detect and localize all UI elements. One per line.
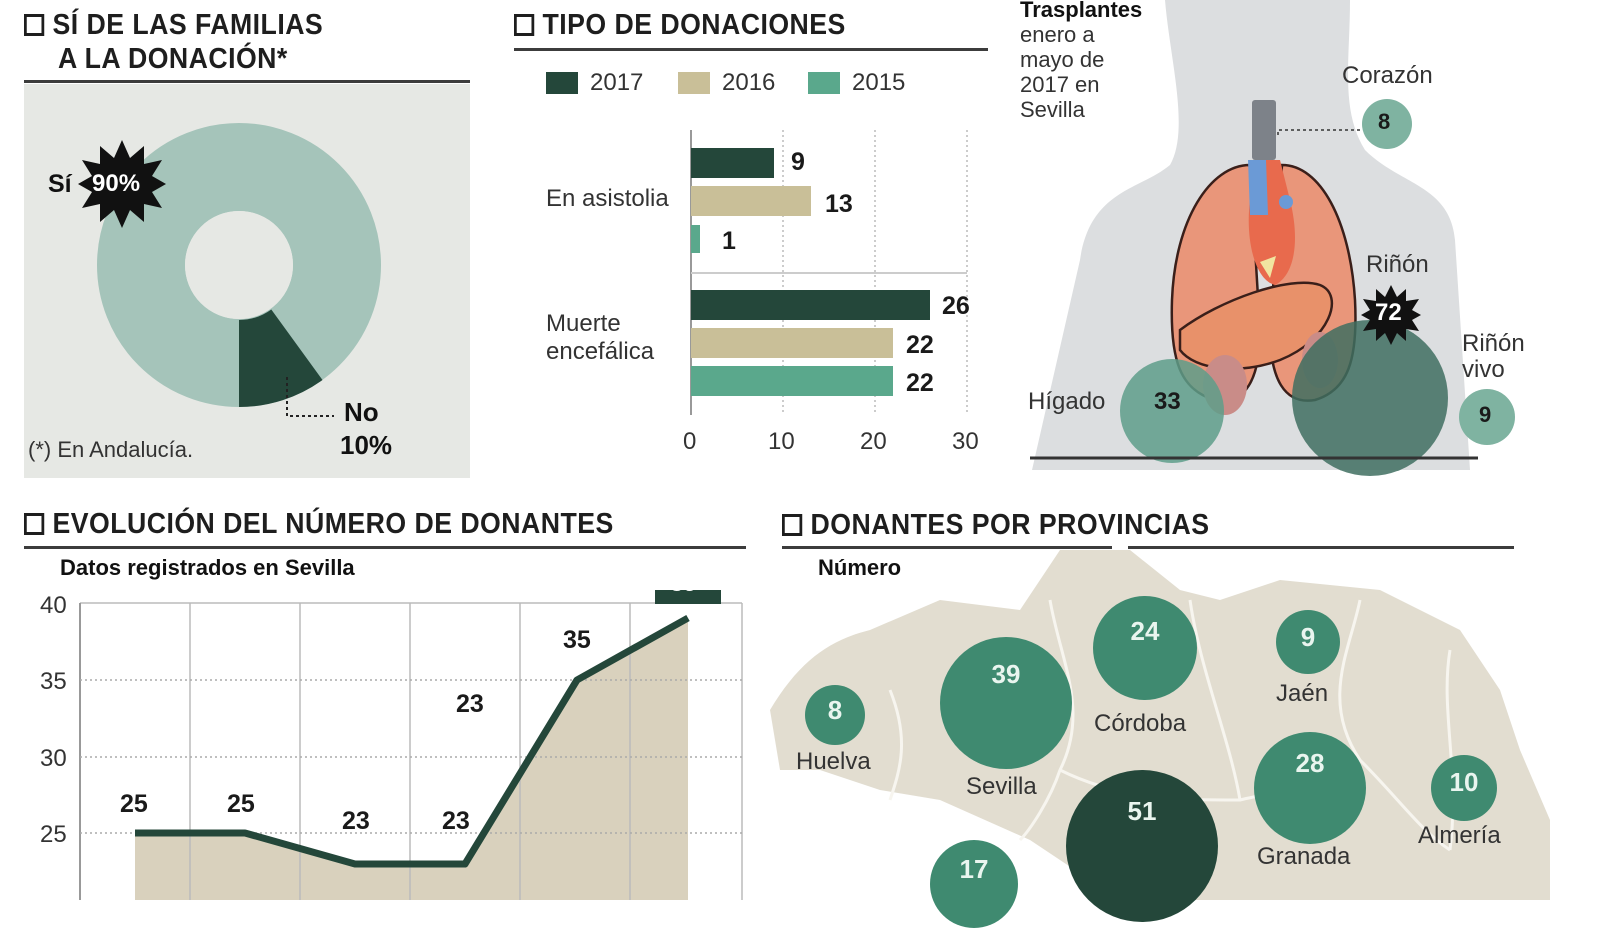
- bubble-sevilla: 39: [940, 637, 1072, 769]
- bubble-cadiz: 17: [930, 840, 1018, 928]
- bubble-huelva: 8: [805, 685, 865, 745]
- point-label: 25: [120, 790, 148, 818]
- trasplantes-title: Trasplantes: [1020, 0, 1143, 22]
- point-label: 25: [227, 790, 255, 818]
- bar-value: 22: [906, 331, 934, 359]
- organ-value-higado: 33: [1154, 388, 1181, 415]
- trasplantes-subtitle: enero a mayo de 2017 en Sevilla: [1020, 22, 1105, 122]
- y-tick: 30: [40, 745, 67, 772]
- square-bullet-icon: [514, 14, 535, 36]
- organ-label-higado: Hígado: [1028, 388, 1106, 415]
- category-label: encefálica: [546, 338, 655, 365]
- bar-value: 26: [942, 292, 970, 320]
- legend-swatch-2015: [808, 72, 840, 94]
- province-label-huelva: Huelva: [796, 748, 871, 775]
- legend-label-2015: 2015: [852, 69, 906, 96]
- point-label: 23: [442, 807, 470, 835]
- province-label-sevilla: Sevilla: [966, 773, 1037, 800]
- legend-label-2017: 2017: [590, 69, 644, 96]
- y-tick: 25: [40, 821, 67, 848]
- organ-label-rinon-vivo-2: vivo: [1462, 356, 1505, 383]
- yes-label: Sí: [48, 170, 72, 198]
- tipo-title: TIPO DE DONACIONES: [514, 8, 846, 42]
- divider: [24, 80, 470, 83]
- tipo-bar-chart: [690, 130, 968, 415]
- yes-value: 90%: [92, 170, 141, 197]
- bubble-cordoba: 24: [1093, 596, 1197, 700]
- organ-value-rinon-vivo: 9: [1479, 402, 1492, 427]
- province-label-jaen: Jaén: [1276, 680, 1329, 707]
- no-value: 10%: [340, 430, 393, 460]
- highlight-value: 39: [670, 570, 697, 597]
- bubble-granada: 28: [1254, 732, 1366, 844]
- y-tick: 35: [40, 668, 67, 695]
- legend-swatch-2016: [678, 72, 710, 94]
- point-label: 23: [342, 807, 370, 835]
- bar-value: 22: [906, 369, 934, 397]
- donut-title: SÍ DE LAS FAMILIAS: [24, 8, 323, 42]
- square-bullet-icon: [782, 514, 803, 536]
- y-tick: 40: [40, 592, 67, 619]
- no-label: No: [344, 397, 379, 427]
- provincias-title: DONANTES POR PROVINCIAS: [782, 508, 1209, 542]
- point-label: 35: [563, 626, 591, 654]
- bar-value: 13: [825, 190, 853, 218]
- donut-chart: [78, 123, 381, 417]
- axis-tick: 30: [952, 428, 979, 455]
- evolucion-subtitle: Datos registrados en Sevilla: [60, 555, 355, 580]
- divider: [1128, 546, 1514, 549]
- province-label-granada: Granada: [1257, 843, 1351, 870]
- organ-value-corazon: 8: [1378, 109, 1391, 134]
- square-bullet-icon: [24, 513, 45, 535]
- axis-tick: 10: [768, 428, 795, 455]
- axis-tick: 0: [683, 428, 697, 455]
- axis-tick: 20: [860, 428, 887, 455]
- divider: [24, 546, 746, 549]
- divider: [514, 48, 988, 51]
- donut-footnote: (*) En Andalucía.: [28, 437, 194, 462]
- bar-value: 1: [722, 227, 736, 255]
- donut-title-line2: A LA DONACIÓN*: [58, 43, 288, 75]
- floating-label: 23: [456, 690, 484, 718]
- province-label-almeria: Almería: [1418, 822, 1501, 849]
- bar-value: 9: [791, 148, 805, 176]
- legend-swatch-2017: [546, 72, 578, 94]
- square-bullet-icon: [24, 14, 45, 36]
- province-label-cordoba: Córdoba: [1094, 710, 1187, 737]
- provincias-subtitle: Número: [818, 555, 902, 580]
- organ-label-rinon: Riñón: [1366, 251, 1429, 278]
- legend-label-2016: 2016: [722, 69, 776, 96]
- organ-label-rinon-vivo: Riñón: [1462, 330, 1525, 357]
- category-label: Muerte: [546, 310, 621, 337]
- organ-value-rinon: 72: [1375, 299, 1402, 326]
- bubble-malaga: 51: [1066, 770, 1218, 922]
- divider: [782, 546, 1112, 549]
- organ-label-corazon: Corazón: [1342, 62, 1433, 89]
- category-label: En asistolia: [546, 185, 669, 212]
- evolucion-area-chart: [79, 590, 743, 900]
- bubble-almeria: 10: [1431, 755, 1497, 821]
- bubble-jaen: 9: [1276, 610, 1340, 674]
- evolucion-title: EVOLUCIÓN DEL NÚMERO DE DONANTES: [24, 507, 614, 541]
- body-illustration: [1030, 0, 1515, 476]
